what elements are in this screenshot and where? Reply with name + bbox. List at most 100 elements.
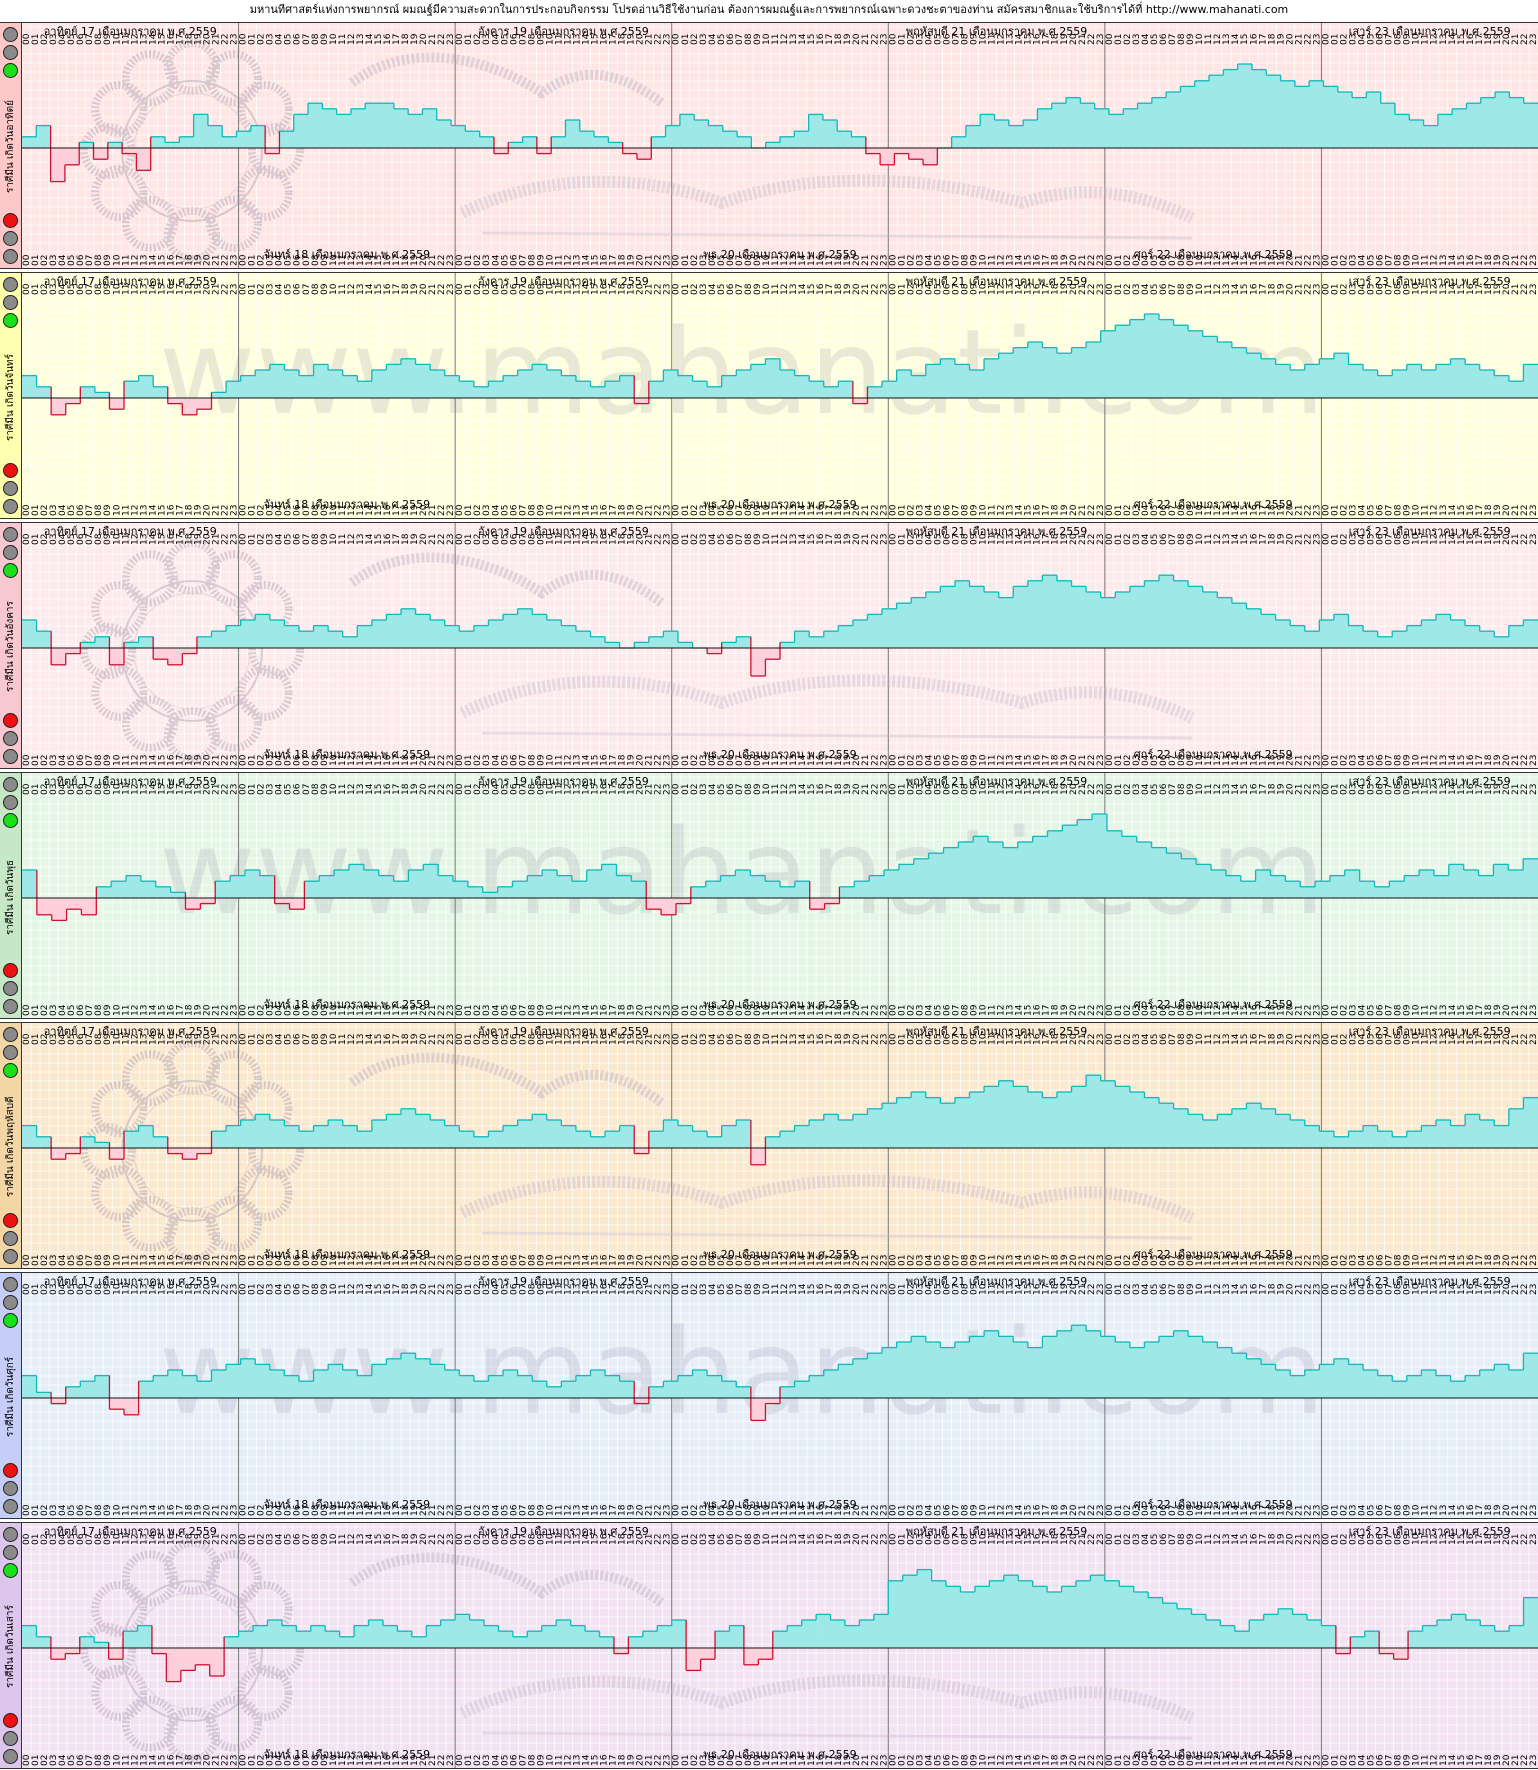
hour-tick-label: 11 xyxy=(1204,1284,1214,1295)
hour-tick-label: 18 xyxy=(1484,1033,1494,1045)
negative-bar xyxy=(93,148,109,160)
hour-tick-label: 15 xyxy=(1457,1755,1467,1766)
hour-tick-label: 16 xyxy=(166,754,176,766)
hour-tick-label: 06 xyxy=(726,283,736,295)
hour-tick-label: 06 xyxy=(726,1504,736,1516)
hour-tick-label: 02 xyxy=(40,284,50,295)
hour-tick-label: 08 xyxy=(1394,1033,1404,1045)
positive-bar xyxy=(1304,1125,1320,1148)
hour-tick-label: 01 xyxy=(31,534,41,545)
hour-tick-label: 00 xyxy=(888,1254,898,1266)
hour-tick-label: 04 xyxy=(491,1254,501,1266)
hour-tick-label: 19 xyxy=(1276,754,1286,766)
positive-bar xyxy=(867,614,883,648)
hour-tick-label: 21 xyxy=(1511,1534,1521,1545)
hour-tick-label: 15 xyxy=(807,755,817,766)
hour-tick-label: 18 xyxy=(1267,1754,1277,1766)
hour-tick-label: 11 xyxy=(1204,1755,1214,1766)
hour-tick-label: 21 xyxy=(1078,255,1088,266)
hour-tick-label: 19 xyxy=(627,1004,637,1016)
positive-bar xyxy=(444,1370,460,1398)
hour-tick-label: 13 xyxy=(789,1505,799,1516)
chart-panel: ราศีมีน เกิดวันเสาร์ 00 01 02 03 04 05 06 07 08 09… xyxy=(0,1522,1538,1769)
hour-tick-label: 05 xyxy=(1367,1755,1377,1766)
hour-tick-label: 17 xyxy=(175,1534,185,1545)
hour-tick-label: 17 xyxy=(825,784,835,795)
hour-tick-label: 16 xyxy=(816,1033,826,1045)
hour-tick-label: 22 xyxy=(870,505,880,516)
hour-tick-label: 09 xyxy=(103,1283,113,1295)
positive-bar xyxy=(36,1636,52,1648)
hour-tick-label: 16 xyxy=(1249,783,1259,795)
positive-bar xyxy=(1494,636,1510,648)
hour-tick-label: 00 xyxy=(22,504,32,516)
hour-tick-label: 18 xyxy=(834,1754,844,1766)
hour-tick-label: 19 xyxy=(1493,783,1503,795)
positive-bar xyxy=(969,586,985,648)
hour-tick-label: 12 xyxy=(997,1755,1007,1766)
positive-bar xyxy=(401,1353,416,1398)
hour-tick-label: 21 xyxy=(1294,755,1304,766)
hour-tick-label: 12 xyxy=(130,34,140,45)
positive-bar xyxy=(867,1108,883,1148)
positive-bar xyxy=(608,142,623,148)
positive-bar xyxy=(896,603,912,648)
negative-bar xyxy=(743,1648,759,1665)
hour-tick-label: 04 xyxy=(1358,1283,1368,1295)
positive-bar xyxy=(1188,330,1204,398)
hour-tick-label: 17 xyxy=(1475,284,1485,295)
hour-tick-label: 08 xyxy=(311,283,321,295)
positive-bar xyxy=(469,1620,485,1648)
hour-tick-label: 10 xyxy=(329,1283,339,1295)
positive-bar xyxy=(837,131,852,148)
positive-bar xyxy=(575,631,591,648)
hour-tick-label: 20 xyxy=(852,283,862,295)
positive-bar xyxy=(925,364,941,398)
bar-outline xyxy=(22,1324,1538,1422)
hour-tick-label: 15 xyxy=(1240,755,1250,766)
hour-tick-label: 20 xyxy=(1502,783,1512,795)
hour-tick-label: 03 xyxy=(482,255,492,266)
grey-light-icon xyxy=(3,45,18,60)
hour-tick-label: 13 xyxy=(1006,1255,1016,1266)
positive-bar xyxy=(809,1375,825,1398)
hour-tick-label: 04 xyxy=(1141,254,1151,266)
hour-tick-label: 18 xyxy=(834,1004,844,1016)
hour-tick-label: 23 xyxy=(1312,1755,1322,1766)
positive-bar xyxy=(22,620,37,648)
hour-tick-label: 03 xyxy=(1349,505,1359,516)
positive-bar xyxy=(138,1125,154,1148)
hour-tick-label: 09 xyxy=(103,1254,113,1266)
hour-tick-label: 06 xyxy=(942,533,952,545)
hour-tick-label: 18 xyxy=(1267,283,1277,295)
hour-tick-label: 08 xyxy=(1394,283,1404,295)
negative-bar xyxy=(196,398,212,410)
hour-tick-label: 09 xyxy=(970,1004,980,1016)
hour-tick-label: 22 xyxy=(1520,1034,1530,1045)
hour-tick-label: 21 xyxy=(645,1505,655,1516)
hour-tick-label: 10 xyxy=(979,754,989,766)
hour-tick-label: 11 xyxy=(771,505,781,516)
hour-tick-label: 20 xyxy=(202,504,212,516)
hour-tick-label: 11 xyxy=(121,1005,131,1016)
positive-bar xyxy=(1509,97,1524,148)
hour-tick-label: 19 xyxy=(627,533,637,545)
hour-tick-label: 23 xyxy=(663,755,673,766)
hour-tick-label: 13 xyxy=(1222,1505,1232,1516)
hour-tick-label: 14 xyxy=(1015,754,1025,766)
hour-tick-label: 07 xyxy=(1168,784,1178,795)
hour-tick-label: 16 xyxy=(166,1533,176,1545)
hour-tick-label: 07 xyxy=(85,1534,95,1545)
hour-tick-label: 03 xyxy=(1349,34,1359,45)
positive-bar xyxy=(240,1120,256,1148)
hour-tick-label: 07 xyxy=(1168,1505,1178,1516)
positive-bar xyxy=(911,1336,927,1398)
hour-tick-label: 08 xyxy=(744,1504,754,1516)
positive-bar xyxy=(479,136,495,148)
hour-tick-label: 08 xyxy=(527,1754,537,1766)
hour-tick-label: 18 xyxy=(834,1033,844,1045)
hour-tick-label: 19 xyxy=(1493,1533,1503,1545)
hour-tick-label: 08 xyxy=(960,504,970,516)
hour-tick-label: 11 xyxy=(554,1505,564,1516)
hour-tick-label: 20 xyxy=(419,283,429,295)
